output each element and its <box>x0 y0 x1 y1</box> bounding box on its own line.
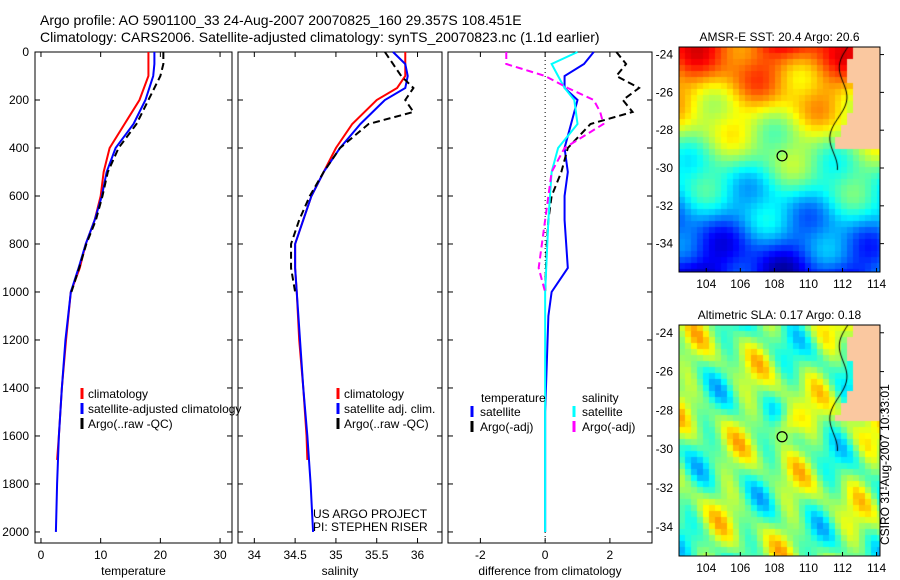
legend-label: satellite <box>480 405 521 419</box>
map-x-tick-label: 106 <box>730 561 750 575</box>
map-x-tick-label: 112 <box>833 561 852 575</box>
map-y-tick-label: -24 <box>656 48 674 62</box>
series-line-temperature-satellite <box>544 51 595 532</box>
y-tick-label: 1200 <box>2 333 29 347</box>
argo-location-marker <box>776 150 788 162</box>
x-tick-label: 35 <box>329 548 343 562</box>
legend-label: satellite-adjusted climatology <box>88 402 241 416</box>
series-line-satellite-adj-clim- <box>294 51 409 533</box>
map-y-tick-label: -30 <box>656 442 674 456</box>
map-x-tick-label: 106 <box>730 277 750 291</box>
map-frame <box>678 46 881 273</box>
map-y-tick-label: -32 <box>656 481 674 495</box>
legend-header: temperature <box>481 391 546 405</box>
map-frame <box>678 324 881 557</box>
x-axis-label: difference from climatology <box>478 564 621 578</box>
map-y-tick-label: -30 <box>656 161 674 175</box>
series-line-salinity-satellite <box>544 51 579 532</box>
panel-frame <box>447 51 653 544</box>
x-tick-label: 36 <box>411 548 425 562</box>
legend-label: satellite <box>582 405 623 419</box>
y-tick-label: 0 <box>22 45 29 59</box>
y-tick-label: 1800 <box>2 477 29 491</box>
map-y-tick-label: -28 <box>656 123 674 137</box>
map-x-tick-label: 104 <box>696 277 716 291</box>
y-tick-label: 1600 <box>2 429 29 443</box>
title-line-2: Climatology: CARS2006. Satellite-adjuste… <box>40 29 600 45</box>
x-tick-label: 2 <box>607 548 614 562</box>
map-x-tick-label: 112 <box>833 277 852 291</box>
map-x-tick-label: 114 <box>867 277 886 291</box>
legend-label: Argo(..raw -QC) <box>88 417 173 431</box>
map-x-tick-label: 108 <box>764 277 784 291</box>
legend-label: climatology <box>88 387 148 401</box>
legend-label: satellite adj. clim. <box>344 402 435 416</box>
y-tick-label: 800 <box>9 237 29 251</box>
panel-frame <box>34 51 233 544</box>
map-y-tick-label: -26 <box>656 85 674 99</box>
map-x-tick-label: 108 <box>764 561 784 575</box>
annotation-text: PI: STEPHEN RISER <box>313 520 428 534</box>
map-title: AMSR-E SST: 20.4 Argo: 20.6 <box>699 30 859 44</box>
y-tick-label: 2000 <box>2 525 29 539</box>
title-line-1: Argo profile: AO 5901100_33 24-Aug-2007 … <box>40 12 522 28</box>
x-tick-label: 34 <box>248 548 262 562</box>
x-axis-label: salinity <box>322 564 359 578</box>
map-x-tick-label: 110 <box>799 277 818 291</box>
y-tick-label: 200 <box>9 93 29 107</box>
panel-frame <box>237 51 443 544</box>
argo-location-marker <box>776 431 788 443</box>
map-x-tick-label: 110 <box>799 561 818 575</box>
map-y-tick-label: -24 <box>656 326 674 340</box>
series-line-salinity-argo-adj- <box>505 52 605 293</box>
map-x-tick-label: 104 <box>696 561 716 575</box>
x-tick-label: 20 <box>154 548 168 562</box>
y-tick-label: 1400 <box>2 381 29 395</box>
map-y-tick-label: -28 <box>656 403 674 417</box>
series-line-satellite-adjusted-climatology <box>54 52 156 532</box>
x-tick-label: 34.5 <box>283 548 307 562</box>
x-tick-label: 0 <box>542 548 549 562</box>
map-y-tick-label: -34 <box>656 237 674 251</box>
y-tick-label: 400 <box>9 141 29 155</box>
map-title: Altimetric SLA: 0.17 Argo: 0.18 <box>698 308 862 322</box>
y-tick-label: 600 <box>9 189 29 203</box>
map-y-tick-label: -34 <box>656 520 674 534</box>
x-tick-label: 35.5 <box>365 548 389 562</box>
legend-label: Argo(-adj) <box>480 420 533 434</box>
series-line-argo-raw-qc- <box>290 51 416 293</box>
legend-header: salinity <box>582 391 619 405</box>
x-tick-label: 30 <box>213 548 227 562</box>
map-x-tick-label: 114 <box>867 561 886 575</box>
legend-label: climatology <box>344 387 404 401</box>
map-y-tick-label: -32 <box>656 199 674 213</box>
series-line-argo-raw-qc- <box>70 52 165 293</box>
x-tick-label: 0 <box>38 548 45 562</box>
x-tick-label: 10 <box>94 548 108 562</box>
map-y-tick-label: -26 <box>656 365 674 379</box>
x-axis-label: temperature <box>101 564 166 578</box>
y-tick-label: 1000 <box>2 285 29 299</box>
credit-label: CSIRO 31-Aug-2007 10:33:01 <box>878 384 892 545</box>
annotation-text: US ARGO PROJECT <box>313 507 428 521</box>
legend-label: Argo(-adj) <box>582 420 635 434</box>
series-line-temperature-argo-adj- <box>544 51 641 293</box>
x-tick-label: -2 <box>475 548 486 562</box>
legend-label: Argo(..raw -QC) <box>344 417 429 431</box>
